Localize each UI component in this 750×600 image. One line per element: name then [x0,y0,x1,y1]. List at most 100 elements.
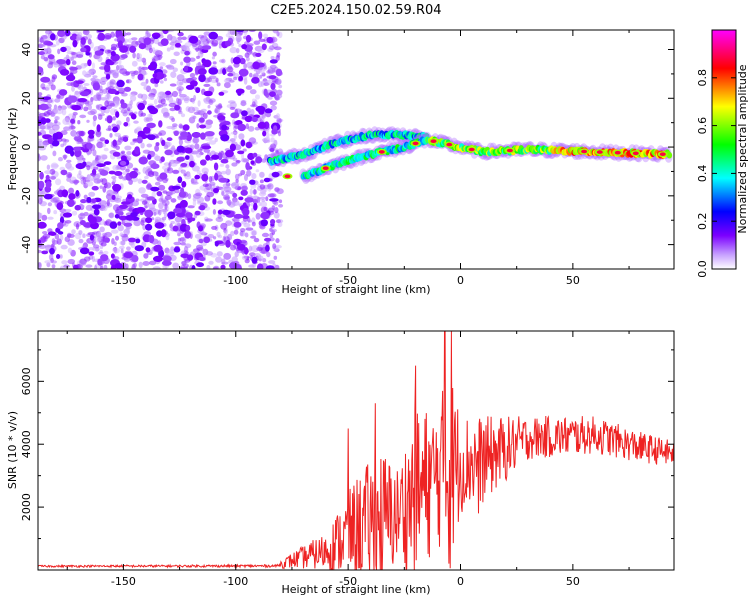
noise-cell [172,67,178,73]
noise-cell [63,154,67,161]
colorbar-ticks: 0.0 0.2 0.4 0.6 0.8 [696,69,736,278]
noise-cell [255,212,261,220]
noise-cell [238,196,244,201]
noise-cell [166,47,171,52]
noise-cell [140,112,146,117]
noise-cell [119,240,126,246]
signal-peak [430,139,437,143]
noise-cell [147,170,155,178]
noise-cell [235,178,239,183]
noise-cell [176,145,185,153]
noise-cell [141,72,148,76]
noise-cell [253,40,261,45]
noise-cell [114,132,121,137]
noise-cell [232,192,238,198]
noise-cell [221,209,231,215]
noise-cell [104,182,112,189]
noise-cell [128,237,136,243]
noise-cell [99,169,109,176]
noise-cell [153,35,159,40]
noise-cell [129,70,137,74]
noise-cell [171,117,176,123]
noise-cell [167,211,176,220]
noise-cell [207,234,215,239]
noise-cell [211,154,220,160]
noise-cell [38,147,46,151]
noise-cell [47,54,55,60]
noise-cell [76,54,84,59]
snr-x-label: Height of straight line (km) [281,583,430,596]
y-tick-label: 6000 [20,367,33,395]
noise-cell [241,215,250,219]
noise-cell [251,173,257,180]
noise-cell [142,261,150,266]
noise-cell [198,74,206,83]
signal-peak [506,148,513,153]
noise-cell [120,109,128,114]
noise-cell [85,52,91,56]
noise-cell [278,84,283,89]
noise-cell [259,184,266,190]
noise-cell [109,108,117,116]
noise-cell [120,248,124,254]
noise-cell [82,157,86,161]
noise-cell [185,155,190,160]
noise-cell [129,93,135,98]
noise-cell [133,120,139,124]
noise-cell [263,206,268,212]
noise-cell [244,247,249,255]
noise-cell [180,253,189,259]
noise-cell [223,78,230,83]
noise-cell [241,157,248,163]
spectrogram-y-label: Frequency (Hz) [6,108,19,191]
noise-cell [159,95,163,99]
noise-cell [86,100,93,106]
noise-cell [92,75,98,79]
noise-cell [187,193,192,200]
noise-cell [220,134,230,142]
noise-cell [114,171,123,176]
noise-cell [42,96,52,100]
noise-cell [99,200,107,205]
noise-cell [92,247,97,251]
noise-cell [40,155,48,161]
noise-cell [80,199,87,204]
noise-cell [110,253,115,259]
noise-cell [249,179,256,185]
y-tick-label: 20 [20,91,33,105]
noise-cell [180,169,186,174]
noise-cell [240,228,246,233]
noise-cell [218,177,228,183]
noise-cell [57,30,66,37]
noise-cell [135,198,140,202]
noise-cell [172,225,179,232]
noise-cell [42,141,48,148]
noise-cell [87,137,95,142]
noise-cell [69,66,78,71]
noise-cell [123,86,132,92]
noise-cell [130,242,136,248]
signal-peak [632,151,639,156]
noise-cell [47,137,53,145]
noise-cell [125,51,130,55]
noise-cell [251,256,258,264]
noise-cell [38,43,44,49]
signal-peak [284,174,291,179]
noise-cell [116,79,125,88]
noise-cell [162,112,170,119]
noise-cell [119,160,127,166]
noise-cell [223,252,232,260]
noise-cell [259,196,266,200]
noise-cell [114,98,120,105]
noise-cell [161,216,167,221]
noise-cell [44,260,52,264]
noise-cell [112,116,116,121]
noise-cell [62,118,70,125]
noise-cell [40,76,51,83]
noise-cell [112,139,117,147]
noise-cell [83,83,90,86]
noise-cell [146,134,156,139]
noise-cell [239,231,246,237]
noise-cell [82,177,86,185]
noise-cell [82,148,90,153]
